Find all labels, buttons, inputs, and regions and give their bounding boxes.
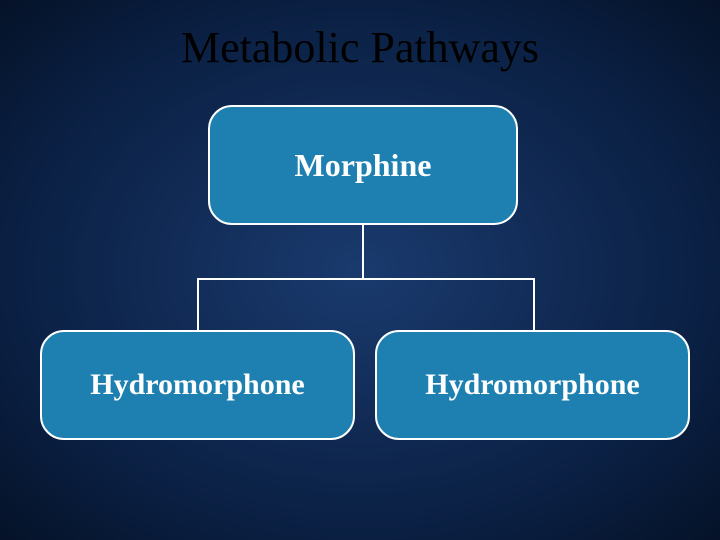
child-left-label: Hydromorphone bbox=[90, 368, 304, 402]
child-node-right: Hydromorphone bbox=[375, 330, 690, 440]
connector-drop-left bbox=[197, 278, 199, 330]
child-node-left: Hydromorphone bbox=[40, 330, 355, 440]
parent-node-label: Morphine bbox=[295, 147, 432, 184]
slide-title: Metabolic Pathways bbox=[0, 22, 720, 73]
child-right-label: Hydromorphone bbox=[425, 368, 639, 402]
connector-stem bbox=[362, 225, 364, 278]
connector-crossbar bbox=[197, 278, 535, 280]
connector-drop-right bbox=[533, 278, 535, 330]
parent-node: Morphine bbox=[208, 105, 518, 225]
